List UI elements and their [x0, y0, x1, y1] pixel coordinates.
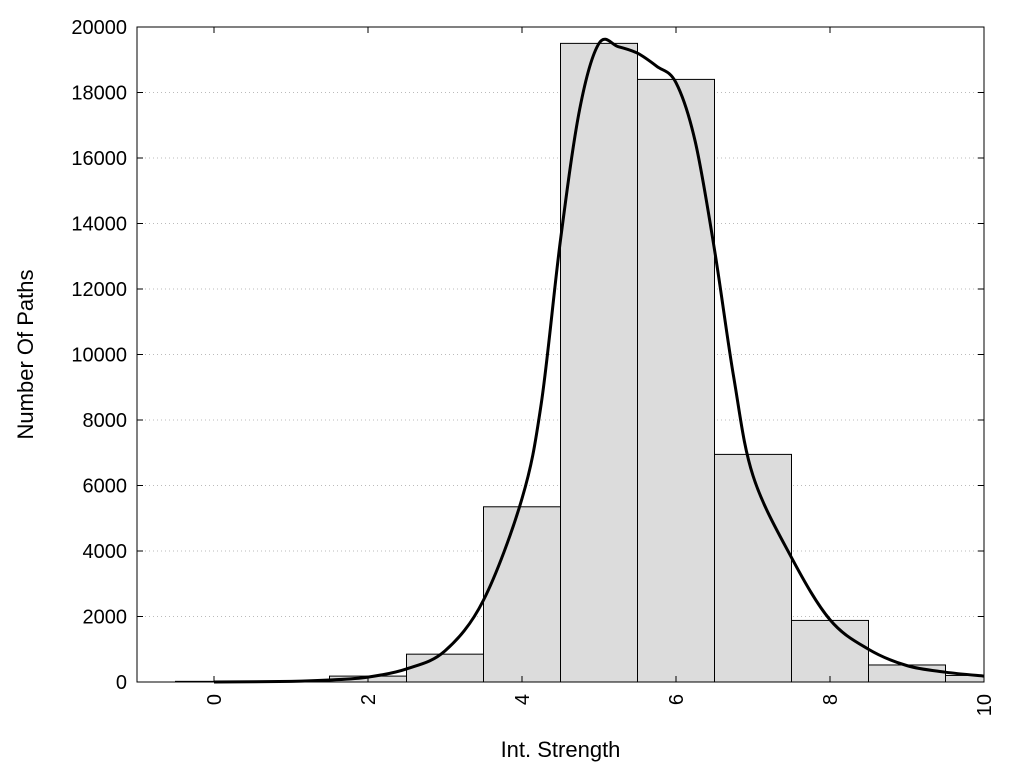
y-axis-title: Number Of Paths: [13, 270, 38, 440]
histogram-bar: [868, 664, 946, 683]
histogram-bar: [483, 506, 561, 683]
x-tick-label: 2: [358, 694, 380, 705]
y-tick-label: 4000: [83, 541, 128, 563]
histogram-bars: [175, 42, 985, 683]
fit-curve: [213, 37, 985, 684]
x-tick-label: 10: [974, 694, 996, 716]
histogram-bar: [714, 453, 792, 683]
histogram-bar: [637, 78, 715, 683]
histogram-bar: [560, 42, 638, 683]
y-tick-label: 14000: [71, 214, 127, 236]
y-tick-label: 20000: [71, 17, 127, 39]
x-axis-ticks: 0 2 4 6 8 10: [204, 27, 996, 716]
x-tick-label: 6: [666, 694, 688, 705]
y-tick-label: 2000: [83, 607, 128, 629]
y-axis-ticks: 0 2000 4000 6000 8000 10000 12000 14000 16000 180…: [71, 17, 984, 694]
x-axis-title: Int. Strength: [501, 737, 621, 762]
y-tick-label: 10000: [71, 345, 127, 367]
histogram-bar: [406, 653, 484, 683]
x-tick-label: 4: [512, 694, 534, 705]
y-tick-label: 0: [116, 672, 127, 694]
x-tick-label: 8: [820, 694, 842, 705]
y-tick-label: 6000: [83, 476, 128, 498]
y-tick-label: 16000: [71, 148, 127, 170]
histogram-bar: [791, 619, 869, 683]
y-tick-label: 18000: [71, 83, 127, 105]
y-tick-label: 12000: [71, 279, 127, 301]
fit-curve-layer: [213, 37, 985, 684]
x-tick-label: 0: [204, 694, 226, 705]
y-tick-label: 8000: [83, 410, 128, 432]
